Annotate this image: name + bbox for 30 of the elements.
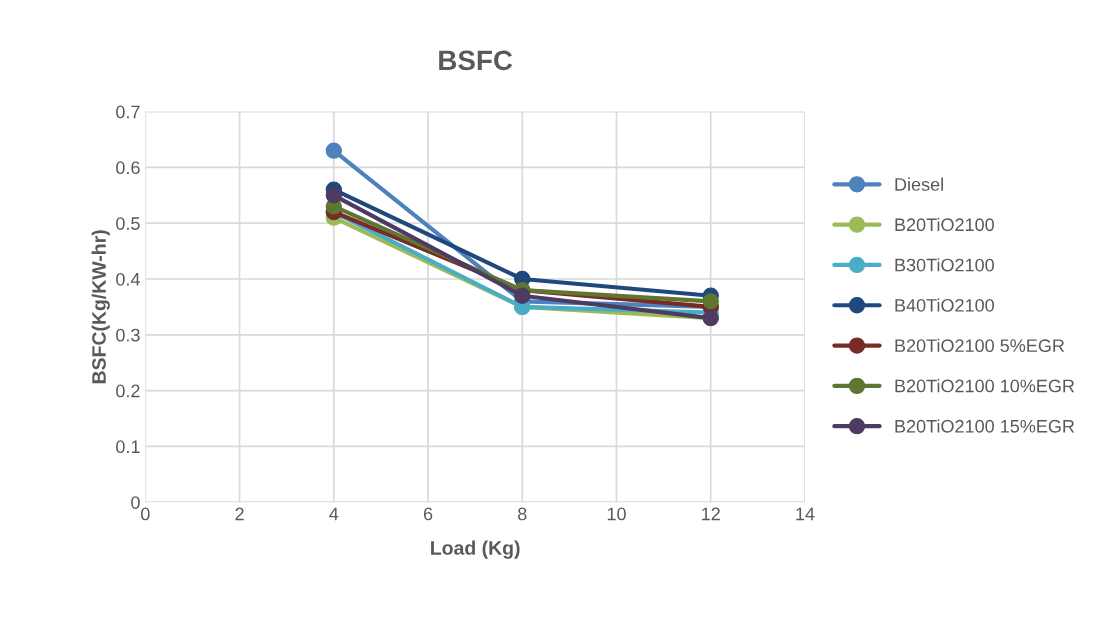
- x-tick-label: 6: [423, 507, 433, 521]
- y-tick-label: 0.4: [116, 272, 140, 286]
- y-tick-label: 0.6: [116, 161, 140, 175]
- y-tick-label: 0.3: [116, 328, 140, 342]
- legend-label: Diesel: [895, 177, 943, 191]
- y-tick-label: 0.7: [116, 105, 140, 119]
- chart-title: BSFC: [439, 50, 513, 71]
- y-tick-label: 0: [131, 496, 140, 509]
- x-axis-title: Load (Kg): [431, 540, 520, 559]
- x-tick-label: 12: [702, 507, 720, 521]
- legend-label: B20TiO2100 15%EGR: [895, 419, 1075, 433]
- x-tick-label: 8: [518, 507, 527, 521]
- legend-label: B20TiO2100 10%EGR: [895, 379, 1075, 393]
- point: [702, 293, 719, 310]
- y-axis-title: BSFC(Kg/KW-hr): [91, 230, 110, 384]
- legend-label: B20TiO2100 5%EGR: [895, 338, 1065, 353]
- x-tick-label: 4: [329, 507, 339, 521]
- x-tick-label: 10: [607, 507, 626, 521]
- legend-label: B40TiO2100: [895, 298, 994, 312]
- y-tick-label: 0.1: [116, 440, 140, 454]
- legend-label: B30TiO2100: [895, 258, 994, 272]
- point: [325, 187, 342, 204]
- legend-label: B20TiO2100: [895, 217, 994, 232]
- point: [325, 142, 342, 159]
- point: [514, 287, 531, 304]
- x-tick-label: 14: [796, 507, 815, 521]
- y-tick-label: 0.2: [116, 384, 140, 398]
- x-tick-label: 0: [141, 507, 150, 521]
- y-tick-label: 0.5: [116, 217, 140, 230]
- x-tick-label: 2: [235, 507, 244, 521]
